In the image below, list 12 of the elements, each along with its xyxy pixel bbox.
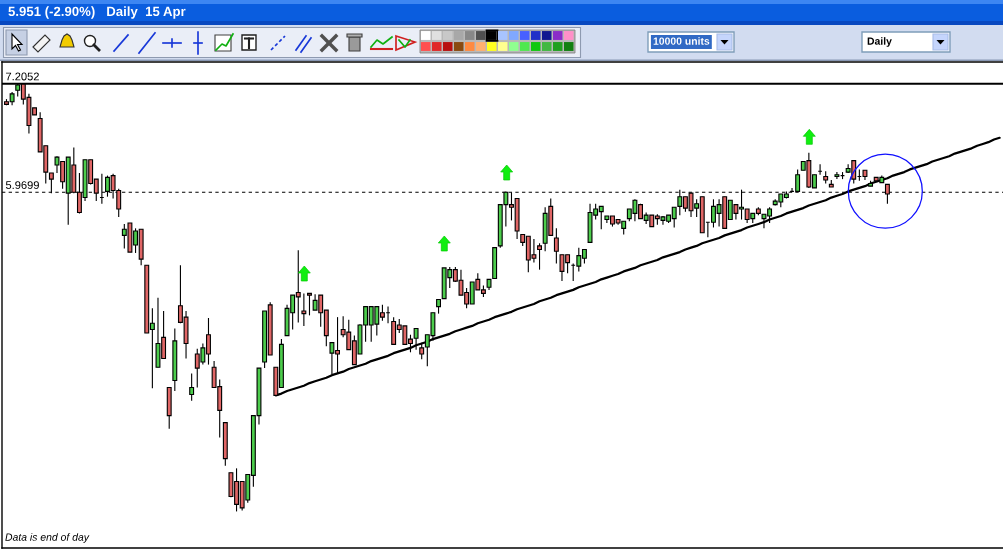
candlestick xyxy=(553,227,559,265)
candlestick xyxy=(537,242,542,271)
chart-title: 5.951 (-2.90%) Daily 15 Apr xyxy=(8,6,186,19)
candlestick xyxy=(301,292,307,327)
annotation: Data is end of day xyxy=(5,533,90,543)
candlestick xyxy=(189,372,195,402)
text: Daily xyxy=(867,37,892,47)
candlestick xyxy=(834,171,840,180)
ref-line-label: 7.2052 xyxy=(6,72,39,81)
candlestick xyxy=(307,292,312,316)
ref-line-label: 5.9699 xyxy=(5,181,39,189)
text: 10000 units xyxy=(653,37,710,45)
